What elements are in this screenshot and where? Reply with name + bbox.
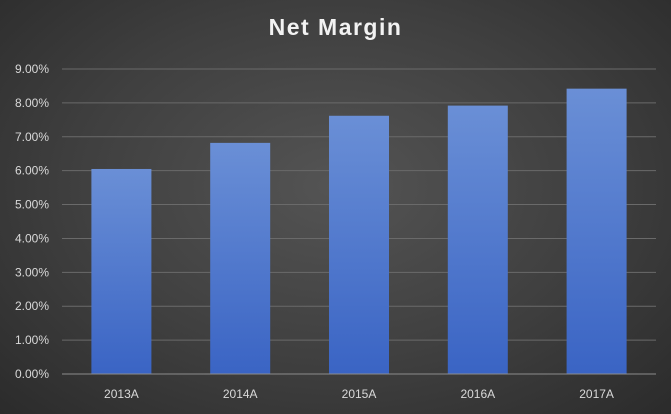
y-tick-label: 9.00%	[15, 62, 49, 76]
x-tick-label: 2015A	[342, 387, 377, 401]
bar-2014A	[210, 142, 271, 374]
bars	[91, 88, 627, 375]
y-tick-label: 2.00%	[15, 299, 49, 313]
bar-2016A	[447, 105, 508, 374]
y-tick-label: 7.00%	[15, 130, 49, 144]
y-tick-label: 3.00%	[15, 265, 49, 279]
bar-2013A	[91, 168, 152, 374]
x-tick-label: 2013A	[104, 387, 139, 401]
x-tick-label: 2014A	[223, 387, 258, 401]
bar-2015A	[329, 115, 389, 375]
y-tick-label: 1.00%	[15, 333, 49, 347]
x-tick-label: 2016A	[460, 387, 495, 401]
y-tick-label: 6.00%	[15, 164, 49, 178]
y-tick-label: 8.00%	[15, 96, 49, 110]
y-tick-label: 5.00%	[15, 198, 49, 212]
bar-2017A	[566, 88, 627, 375]
chart-title: Net Margin	[268, 14, 403, 40]
y-tick-label: 4.00%	[15, 231, 49, 245]
y-tick-label: 0.00%	[15, 367, 49, 381]
axes: 0.00% 1.00% 2.00% 3.00% 4.00% 5.00% 6.00% 7.00%…	[15, 62, 656, 401]
x-tick-label: 2017A	[579, 387, 614, 401]
